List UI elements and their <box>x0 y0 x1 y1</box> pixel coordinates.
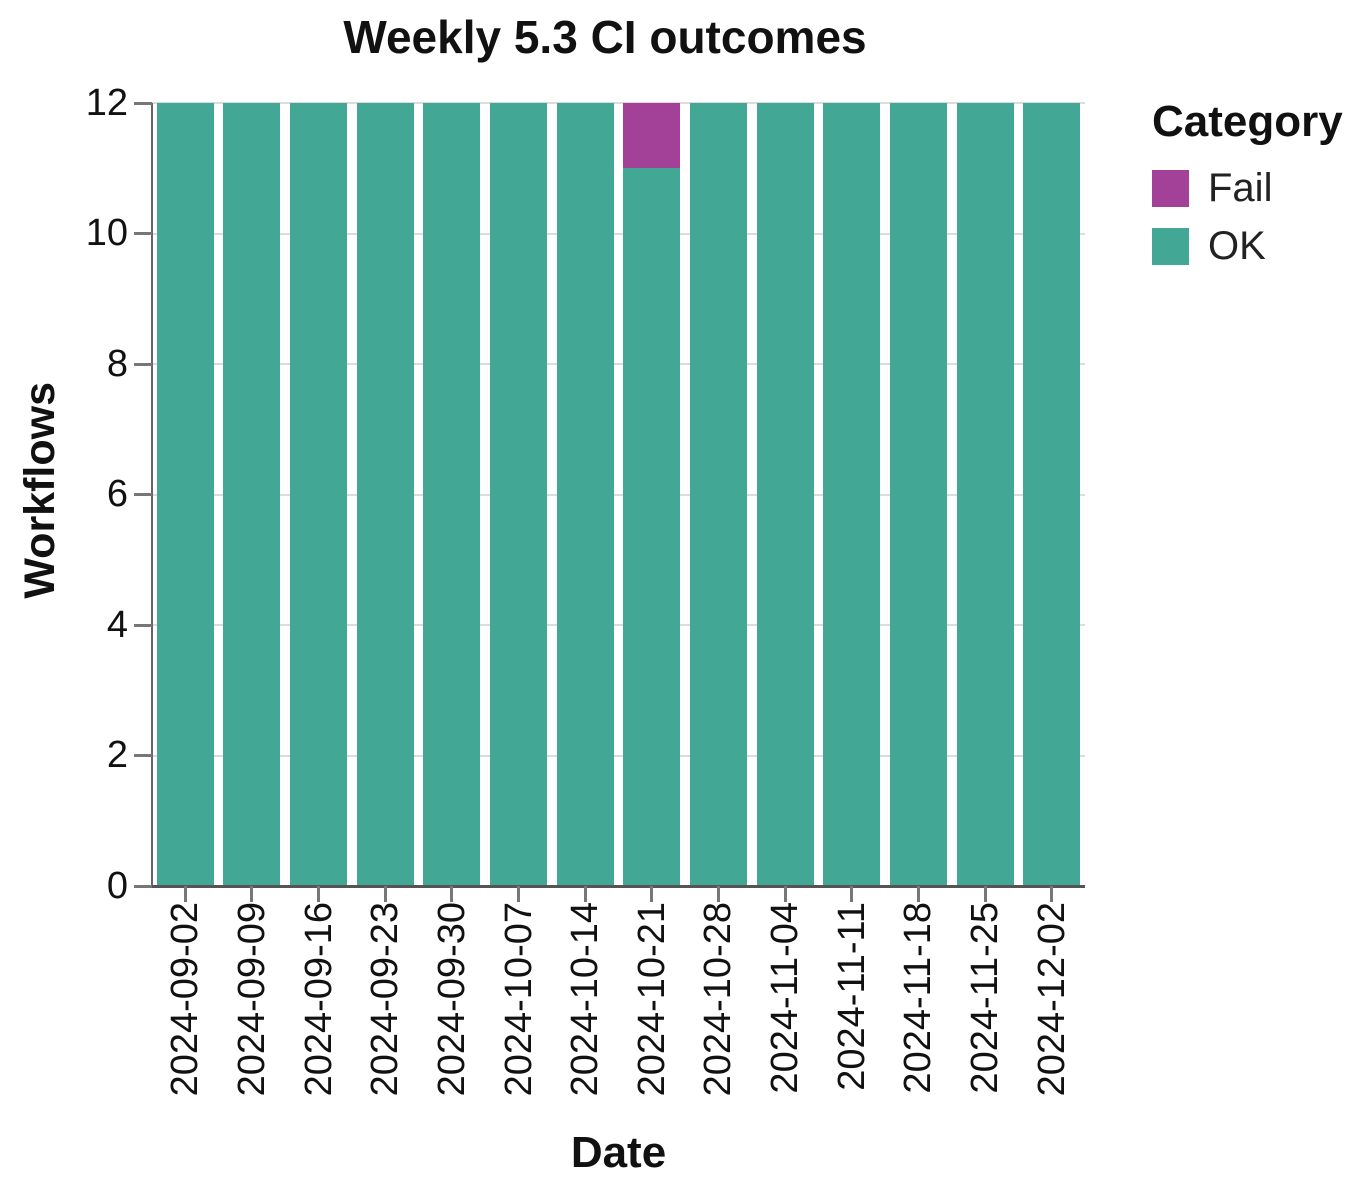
bar-segment-ok <box>223 103 281 886</box>
x-tick-mark <box>916 886 920 902</box>
y-tick-mark <box>134 754 152 757</box>
x-tick-label: 2024-10-28 <box>697 902 740 1097</box>
y-tick-label: 0 <box>106 864 128 907</box>
y-tick-label: 12 <box>85 81 128 124</box>
y-tick-label: 8 <box>106 342 128 385</box>
x-tick-label: 2024-09-09 <box>230 902 273 1097</box>
bar-segment-ok <box>356 103 414 886</box>
bar-segment-ok <box>889 103 947 886</box>
x-tick-label: 2024-10-21 <box>630 902 673 1097</box>
y-tick-mark <box>134 101 152 105</box>
x-tick-mark <box>716 886 720 902</box>
x-tick-mark <box>317 886 321 902</box>
legend-label-ok: OK <box>1208 224 1266 269</box>
x-tick-mark <box>517 886 521 902</box>
x-tick-label: 2024-10-07 <box>497 902 540 1097</box>
bar-segment-ok <box>290 103 348 886</box>
y-axis-line <box>151 103 153 886</box>
y-tick-label: 4 <box>106 603 128 646</box>
y-tick-mark <box>134 493 152 496</box>
gridline <box>152 624 1085 626</box>
y-tick-mark <box>134 362 152 366</box>
bar-segment-ok <box>423 103 481 886</box>
bar-segment-ok <box>823 103 881 886</box>
gridline <box>152 754 1085 757</box>
x-tick-mark <box>850 886 854 902</box>
x-tick-label: 2024-11-25 <box>964 902 1007 1094</box>
x-tick-label: 2024-09-16 <box>297 902 340 1097</box>
x-tick-label: 2024-11-04 <box>764 902 807 1094</box>
chart-title: Weekly 5.3 CI outcomes <box>343 11 867 63</box>
bar-segment-ok <box>1023 103 1081 886</box>
x-tick-mark <box>383 886 387 902</box>
bar-segment-ok <box>756 103 814 886</box>
legend-entry-fail: Fail <box>1152 166 1357 210</box>
x-tick-label: 2024-12-02 <box>1030 902 1073 1097</box>
y-tick-mark <box>134 884 152 888</box>
y-tick-mark <box>134 623 152 627</box>
bar-segment-ok <box>556 103 614 886</box>
legend: Category Fail OK <box>1152 97 1357 282</box>
legend-label-fail: Fail <box>1208 166 1273 211</box>
legend-entries: Fail OK <box>1152 166 1357 268</box>
y-tick-label: 2 <box>106 734 128 776</box>
gridline <box>152 363 1085 365</box>
x-axis-line <box>134 885 1085 888</box>
bar-segment-fail <box>623 103 681 169</box>
bar-segment-ok <box>623 168 681 886</box>
x-tick-mark <box>183 886 187 902</box>
x-tick-mark <box>583 886 587 902</box>
gridline <box>152 102 1085 104</box>
x-tick-mark <box>1050 886 1054 902</box>
x-tick-label: 2024-09-02 <box>164 902 207 1097</box>
bar-segment-ok <box>156 103 214 886</box>
y-axis-title: Workflows <box>16 382 64 599</box>
x-axis-title: Date <box>570 1128 667 1177</box>
legend-swatch-ok <box>1152 227 1189 265</box>
y-tick-label: 6 <box>106 473 128 515</box>
y-tick-mark <box>134 232 152 235</box>
legend-swatch-fail <box>1152 169 1189 207</box>
x-tick-label: 2024-11-11 <box>830 902 873 1091</box>
gridline <box>152 232 1085 235</box>
gridline <box>152 493 1085 496</box>
x-tick-label: 2024-10-14 <box>564 902 607 1097</box>
y-tick-label: 10 <box>85 212 128 254</box>
x-tick-mark <box>450 886 454 902</box>
x-tick-label: 2024-09-30 <box>430 902 473 1097</box>
x-tick-mark <box>250 886 254 902</box>
legend-title: Category <box>1152 97 1343 146</box>
legend-entry-ok: OK <box>1152 224 1357 268</box>
bar-segment-ok <box>490 103 548 886</box>
x-tick-mark <box>983 886 987 902</box>
bar-segment-ok <box>956 103 1014 886</box>
x-tick-mark <box>650 886 654 902</box>
bar-segment-ok <box>689 103 747 886</box>
x-tick-label: 2024-11-18 <box>897 902 940 1094</box>
x-tick-mark <box>783 886 787 902</box>
x-tick-label: 2024-09-23 <box>364 902 407 1097</box>
